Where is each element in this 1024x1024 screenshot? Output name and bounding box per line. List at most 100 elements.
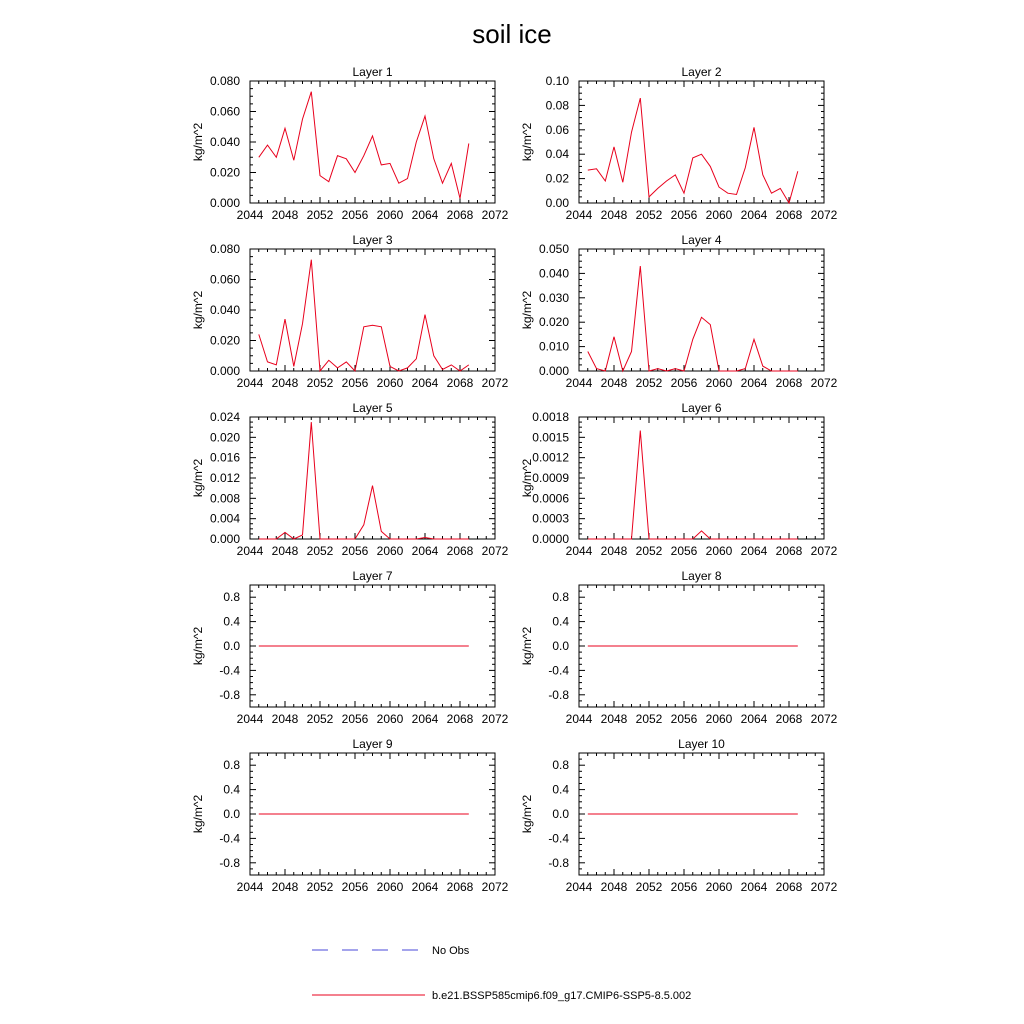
y-tick-label: 0.0015 [532,430,569,444]
panel-layer-10: Layer 10 kg/m^2 2044 2048 2052 2056 2060 2064 20… [520,737,838,894]
y-axis-label: kg/m^2 [520,795,534,834]
y-axis-label: kg/m^2 [191,795,205,834]
x-tick-label: 2048 [601,376,628,390]
figure-title: soil ice [472,19,551,49]
x-tick-label: 2068 [447,544,474,558]
x-tick-label: 2048 [601,712,628,726]
y-tick-label: 0.10 [546,74,570,88]
x-tick-label: 2064 [741,376,768,390]
x-tick-label: 2044 [237,208,264,222]
y-tick-label: 0.8 [552,758,569,772]
y-axis-label: kg/m^2 [520,627,534,666]
x-tick-label: 2072 [482,712,509,726]
y-axis-label: kg/m^2 [191,291,205,330]
x-tick-label: 2072 [811,376,838,390]
y-tick-label: 0.04 [546,147,570,161]
x-tick-label: 2072 [811,880,838,894]
legend-no-obs-label: No Obs [432,945,470,957]
x-tick-label: 2068 [776,208,803,222]
y-tick-label: 0.4 [223,783,240,797]
x-tick-label: 2064 [741,880,768,894]
y-tick-label: 0.000 [210,364,240,378]
y-tick-label: 0.4 [223,615,240,629]
y-tick-label: 0.0018 [532,410,569,424]
x-tick-label: 2044 [566,712,593,726]
panel-layer-2: Layer 2 kg/m^2 2044 2048 2052 2056 2060 2064 206… [520,65,838,222]
plot-frame [249,80,496,204]
panel-layer-1: Layer 1 kg/m^2 2044 2048 2052 2056 2060 2064 206… [191,65,509,222]
series-line-model [587,430,798,540]
x-tick-label: 2056 [671,712,698,726]
panel-layer-7: Layer 7 kg/m^2 2044 2048 2052 2056 2060 2064 206… [191,569,509,726]
panel-layer-3: Layer 3 kg/m^2 2044 2048 2052 2056 2060 2064 206… [191,233,509,390]
y-tick-label: 0.0 [552,807,569,821]
x-tick-label: 2064 [412,208,439,222]
x-tick-label: 2052 [307,880,334,894]
x-tick-label: 2068 [776,712,803,726]
y-tick-label: 0.000 [210,532,240,546]
y-tick-label: 0.8 [223,758,240,772]
y-axis-label: kg/m^2 [520,123,534,162]
y-tick-label: 0.00 [546,196,570,210]
panel-layer-9: Layer 9 kg/m^2 2044 2048 2052 2056 2060 2064 206… [191,737,509,894]
y-tick-label: 0.0 [223,639,240,653]
y-tick-label: -0.4 [219,663,240,677]
y-tick-label: 0.008 [210,491,240,505]
x-tick-label: 2056 [342,376,369,390]
x-tick-label: 2068 [776,544,803,558]
x-tick-label: 2052 [307,376,334,390]
panel-title: Layer 9 [352,737,392,751]
y-axis-label: kg/m^2 [191,627,205,666]
x-tick-label: 2068 [776,880,803,894]
y-tick-label: 0.0012 [532,451,569,465]
panel-title: Layer 8 [681,569,721,583]
y-tick-label: 0.060 [210,105,240,119]
y-tick-label: -0.4 [548,663,569,677]
y-tick-label: -0.4 [219,831,240,845]
x-tick-label: 2056 [342,880,369,894]
x-tick-label: 2048 [272,880,299,894]
x-tick-label: 2044 [566,544,593,558]
x-tick-label: 2060 [377,712,404,726]
y-tick-label: 0.0009 [532,471,569,485]
x-tick-label: 2052 [307,712,334,726]
x-tick-label: 2060 [706,208,733,222]
x-tick-label: 2060 [706,376,733,390]
series-line-model [258,91,470,199]
panel-layer-5: Layer 5 kg/m^2 2044 2048 2052 2056 2060 2064 206… [191,401,509,558]
x-tick-label: 2056 [342,208,369,222]
x-tick-label: 2064 [741,712,768,726]
x-tick-label: 2052 [636,376,663,390]
x-tick-label: 2052 [636,712,663,726]
y-tick-label: 0.4 [552,783,569,797]
x-tick-label: 2056 [342,544,369,558]
x-tick-label: 2052 [636,208,663,222]
x-tick-label: 2052 [307,544,334,558]
y-tick-label: 0.020 [539,315,569,329]
x-tick-label: 2072 [482,880,509,894]
x-tick-label: 2060 [706,880,733,894]
x-tick-label: 2064 [412,712,439,726]
x-tick-label: 2044 [237,544,264,558]
y-axis-label: kg/m^2 [191,459,205,498]
x-tick-label: 2064 [412,544,439,558]
y-tick-label: 0.050 [539,242,569,256]
y-tick-label: 0.016 [210,451,240,465]
panels: Layer 1 kg/m^2 2044 2048 2052 2056 2060 2064 206… [191,65,838,894]
y-tick-label: 0.012 [210,471,240,485]
y-tick-label: 0.0 [223,807,240,821]
panel-layer-6: Layer 6 kg/m^2 2044 2048 2052 2056 2060 2064 206… [520,401,838,558]
legend: No Obs b.e21.BSSP585cmip6.f09_g17.CMIP6-… [312,945,691,1002]
x-tick-label: 2072 [482,544,509,558]
y-axis-label: kg/m^2 [520,459,534,498]
y-axis-label: kg/m^2 [520,291,534,330]
y-tick-label: -0.8 [548,856,569,870]
x-tick-label: 2048 [272,712,299,726]
x-tick-label: 2060 [377,376,404,390]
panel-title: Layer 4 [681,233,721,247]
x-tick-label: 2072 [482,376,509,390]
y-tick-label: 0.0003 [532,512,569,526]
y-tick-label: 0.000 [210,196,240,210]
series-line-model [587,266,798,373]
